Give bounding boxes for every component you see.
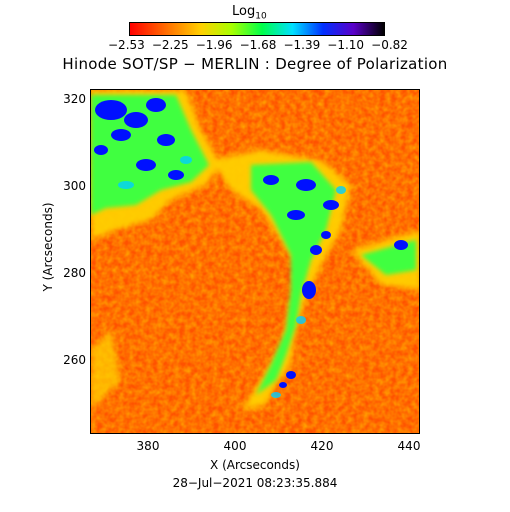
y-axis-label: Y (Arcseconds) — [41, 202, 55, 292]
colorbar-tick: −0.82 — [371, 38, 408, 52]
colorbar-tick: −1.96 — [195, 38, 233, 52]
x-tick-label: 400 — [223, 439, 247, 453]
colorbar-tick: −2.53 — [108, 38, 145, 52]
x-tick-label: 380 — [136, 439, 160, 453]
polarization-map-graphic — [91, 90, 419, 433]
colorbar-title: Log10 — [232, 4, 267, 22]
colorbar-tick: −1.10 — [327, 38, 365, 52]
x-tick-label: 440 — [397, 439, 421, 453]
x-tick-label: 420 — [310, 439, 334, 453]
colorbar-tick: −1.39 — [283, 38, 321, 52]
y-tick-label: 320 — [63, 92, 86, 106]
colorbar — [129, 22, 385, 36]
x-axis-label: X (Arcseconds) — [210, 458, 300, 472]
observation-timestamp: 28−Jul−2021 08:23:35.884 — [172, 476, 338, 490]
y-tick-label: 280 — [63, 266, 86, 280]
colorbar-ticks: −2.53 −2.25 −1.96 −1.68 −1.39 −1.10 −0.8… — [108, 38, 408, 52]
polarization-map — [90, 89, 420, 434]
colorbar-tick: −1.68 — [239, 38, 277, 52]
plot-title: Hinode SOT/SP − MERLIN : Degree of Polar… — [62, 55, 448, 73]
y-tick-label: 260 — [63, 353, 86, 367]
colorbar-tick: −2.25 — [151, 38, 189, 52]
y-tick-label: 300 — [63, 179, 86, 193]
